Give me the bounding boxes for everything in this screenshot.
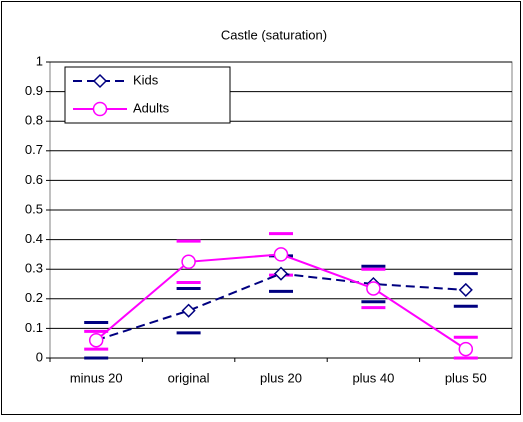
y-tick-label: 0.1: [25, 320, 43, 335]
marker: [88, 332, 104, 348]
legend-marker: [92, 101, 108, 117]
chart-title: Castle (saturation): [221, 27, 327, 42]
y-tick-label: 0.6: [25, 172, 43, 187]
y-tick-label: 1: [36, 53, 43, 68]
y-tick-label: 0.2: [25, 290, 43, 305]
x-tick-label: plus 20: [260, 370, 302, 385]
marker: [181, 254, 196, 270]
marker: [458, 282, 473, 297]
legend-label: Kids: [133, 72, 159, 87]
x-tick-label: plus 50: [445, 370, 487, 385]
legend-marker: [92, 73, 108, 89]
legend-box: [64, 66, 231, 124]
y-tick-label: 0.9: [25, 83, 43, 98]
x-tick-label: original: [168, 370, 210, 385]
marker: [458, 341, 474, 357]
y-tick-label: 0.7: [25, 142, 43, 157]
y-tick-label: 0.4: [25, 231, 43, 246]
x-tick-label: minus 20: [70, 370, 123, 385]
y-tick-label: 0: [36, 349, 43, 364]
y-tick-label: 0.5: [25, 201, 43, 216]
y-tick-label: 0.3: [25, 261, 43, 276]
x-tick-label: plus 40: [352, 370, 394, 385]
legend-label: Adults: [133, 100, 170, 115]
y-tick-label: 0.8: [25, 113, 43, 128]
marker: [366, 281, 381, 296]
marker: [181, 303, 196, 318]
marker: [273, 247, 289, 262]
marker: [273, 266, 289, 281]
